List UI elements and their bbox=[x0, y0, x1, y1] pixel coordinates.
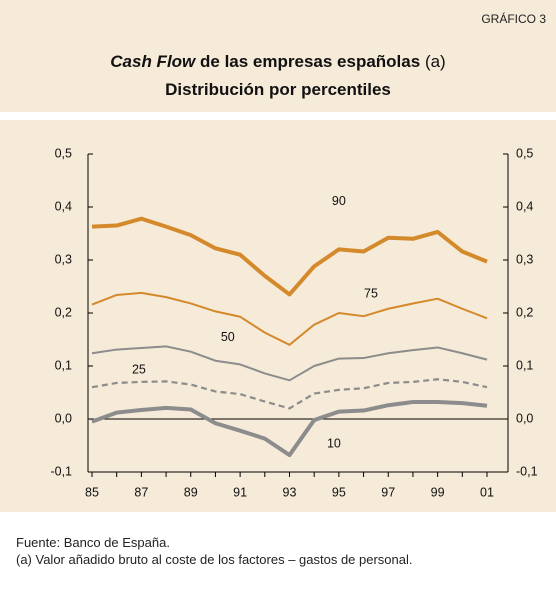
x-tick-label: 99 bbox=[431, 485, 445, 499]
chart-panel bbox=[0, 120, 556, 512]
y-tick-label: 0,0 bbox=[55, 411, 72, 425]
y2-tick-label: 0,1 bbox=[516, 358, 533, 372]
x-tick-label: 89 bbox=[184, 485, 198, 499]
figure-label: GRÁFICO 3 bbox=[481, 12, 546, 26]
footnotes: Fuente: Banco de España. (a) Valor añadi… bbox=[16, 534, 544, 568]
y-tick-label: 0,2 bbox=[55, 305, 72, 319]
x-tick-label: 95 bbox=[332, 485, 346, 499]
title-main: de las empresas españolas bbox=[200, 52, 421, 71]
x-tick-label: 87 bbox=[134, 485, 148, 499]
series-line bbox=[91, 400, 488, 458]
series-label: 75 bbox=[364, 287, 378, 301]
y2-tick-label: -0,1 bbox=[516, 464, 538, 478]
x-tick-label: 01 bbox=[480, 485, 494, 499]
footnote: (a) Valor añadido bruto al coste de los … bbox=[16, 552, 413, 567]
y2-tick-label: 0,4 bbox=[516, 199, 533, 213]
y-tick-label: 0,5 bbox=[55, 146, 72, 160]
series-line bbox=[91, 216, 488, 297]
x-tick-label: 97 bbox=[381, 485, 395, 499]
y2-tick-label: 0,0 bbox=[516, 411, 533, 425]
y2-tick-label: 0,5 bbox=[516, 146, 533, 160]
y-tick-label: -0,1 bbox=[50, 464, 72, 478]
series-label: 10 bbox=[327, 437, 341, 451]
y-tick-label: 0,4 bbox=[55, 199, 72, 213]
y2-tick-label: 0,3 bbox=[516, 252, 533, 266]
footnote: Fuente: Banco de España. bbox=[16, 535, 170, 550]
y-tick-label: 0,3 bbox=[55, 252, 72, 266]
series-line bbox=[91, 378, 488, 410]
title-note: (a) bbox=[424, 52, 446, 71]
y2-tick-label: 0,2 bbox=[516, 305, 533, 319]
x-tick-label: 93 bbox=[283, 485, 297, 499]
title-italic: Cash Flow bbox=[110, 52, 196, 71]
header: GRÁFICO 3 Cash Flow de las empresas espa… bbox=[0, 0, 556, 112]
x-tick-label: 91 bbox=[233, 485, 247, 499]
series-label: 90 bbox=[332, 194, 346, 208]
series-label: 25 bbox=[132, 363, 146, 377]
chart-subtitle: Distribución por percentiles bbox=[165, 80, 391, 99]
y-tick-label: 0,1 bbox=[55, 358, 72, 372]
series-line bbox=[91, 345, 488, 382]
series-line bbox=[91, 291, 488, 346]
chart-title: Cash Flow de las empresas españolas (a) bbox=[0, 52, 556, 72]
series-label: 50 bbox=[221, 330, 235, 344]
x-tick-label: 85 bbox=[85, 485, 99, 499]
